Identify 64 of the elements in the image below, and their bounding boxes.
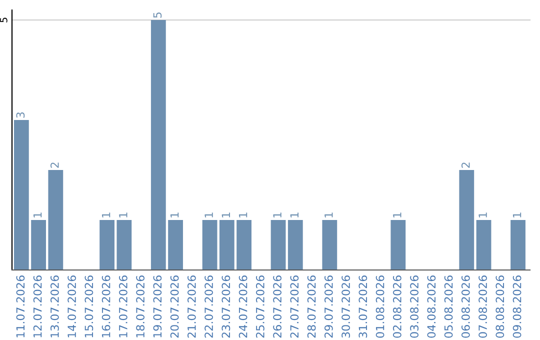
- bar: [476, 220, 492, 270]
- x-tick-label: 12.07.2026: [33, 276, 42, 338]
- x-tick-label: 04.08.2026: [427, 276, 436, 338]
- data-label: 2: [461, 162, 470, 168]
- x-tick-label: 30.07.2026: [342, 276, 350, 338]
- data-label: 1: [324, 212, 333, 218]
- x-tick-label: 09.08.2026: [512, 276, 522, 338]
- x-tick-label: 24.07.2026: [238, 276, 248, 338]
- bar: [31, 220, 46, 270]
- x-tick-label: 14.07.2026: [68, 276, 76, 338]
- bar: [202, 220, 218, 270]
- x-tick-label: 19.07.2026: [153, 276, 162, 338]
- x-tick-label: 26.07.2026: [273, 276, 282, 338]
- x-tick-label: 07.08.2026: [478, 276, 487, 338]
- bar: [459, 170, 474, 270]
- x-tick-label: 16.07.2026: [102, 276, 110, 338]
- x-tick-label: 11.07.2026: [16, 276, 25, 338]
- bar: [510, 220, 526, 270]
- bar: [100, 220, 114, 270]
- x-tick-label: 23.07.2026: [222, 276, 230, 338]
- data-label: 1: [222, 212, 230, 218]
- data-label: 1: [102, 212, 110, 218]
- data-label: 1: [170, 212, 179, 218]
- bar: [48, 170, 64, 270]
- x-tick-label: 31.07.2026: [358, 276, 368, 338]
- x-tick-label: 17.07.2026: [118, 276, 128, 338]
- data-label: 1: [393, 212, 402, 218]
- x-tick-label: 25.07.2026: [256, 276, 264, 338]
- data-label: 1: [478, 212, 487, 218]
- bar: [219, 220, 234, 270]
- data-label: 1: [34, 212, 42, 218]
- bar: [168, 220, 183, 270]
- x-tick-label: 08.08.2026: [496, 276, 504, 338]
- data-label: 1: [273, 212, 282, 218]
- bar: [14, 120, 29, 270]
- x-tick-label: 15.07.2026: [84, 276, 94, 338]
- data-label: 1: [290, 212, 298, 218]
- data-label: 1: [119, 212, 128, 218]
- bar: [288, 220, 303, 270]
- x-tick-label: 20.07.2026: [170, 276, 179, 338]
- data-label: 1: [238, 212, 248, 218]
- x-tick-label: 02.08.2026: [392, 276, 402, 338]
- x-tick-label: 13.07.2026: [50, 276, 59, 338]
- data-label: 1: [204, 212, 213, 218]
- bar: [116, 220, 132, 270]
- x-tick-label: 29.07.2026: [324, 276, 333, 338]
- x-tick-label: 22.07.2026: [204, 276, 214, 338]
- bar: [322, 220, 338, 270]
- data-label: 3: [16, 112, 25, 118]
- x-tick-label: 28.07.2026: [307, 276, 316, 338]
- bar: [270, 220, 286, 270]
- x-tick-label: 01.08.2026: [376, 276, 384, 338]
- x-tick-label: 06.08.2026: [461, 276, 470, 338]
- data-label: 1: [512, 212, 522, 218]
- data-label: 5: [153, 12, 162, 18]
- x-tick-label: 05.08.2026: [444, 276, 453, 338]
- x-tick-label: 21.07.2026: [187, 276, 196, 338]
- x-tick-label: 27.07.2026: [290, 276, 299, 338]
- bar: [150, 20, 166, 270]
- x-tick-label: 18.07.2026: [136, 276, 145, 338]
- bar: [390, 220, 406, 270]
- bar: [236, 220, 252, 270]
- x-tick-label: 03.08.2026: [410, 276, 418, 338]
- data-label: 2: [50, 162, 59, 168]
